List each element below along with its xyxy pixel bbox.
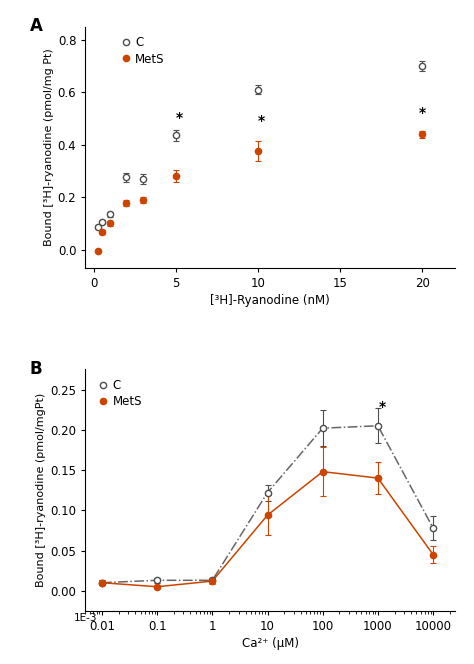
Text: A: A [30, 17, 43, 35]
X-axis label: [³H]-Ryanodine (nM): [³H]-Ryanodine (nM) [210, 294, 330, 307]
Text: 1E-3: 1E-3 [73, 614, 97, 623]
Y-axis label: Bound [³H]-ryanodine (pmol/mg Pt): Bound [³H]-ryanodine (pmol/mg Pt) [44, 48, 54, 246]
Text: *: * [379, 400, 386, 414]
Legend: C, MetS: C, MetS [99, 378, 144, 410]
Y-axis label: Bound [³H]-ryanodine (pmol/mgPt): Bound [³H]-ryanodine (pmol/mgPt) [36, 393, 46, 587]
Text: *: * [419, 106, 426, 120]
Text: *: * [257, 114, 264, 128]
X-axis label: Ca²⁺ (µM): Ca²⁺ (µM) [242, 637, 299, 650]
Legend: C, MetS: C, MetS [121, 35, 165, 67]
Text: B: B [30, 360, 43, 378]
Text: *: * [175, 112, 182, 125]
